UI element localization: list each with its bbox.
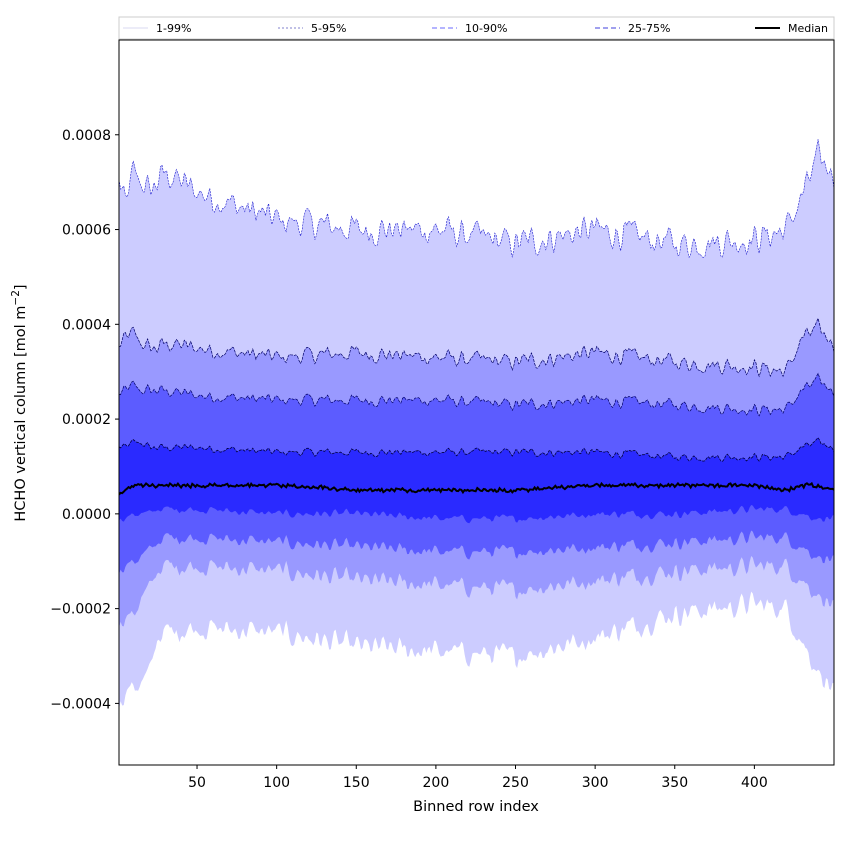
y-axis: −0.0004 −0.0002 0.0000 0.0002 0.0004 0.0006 0.… (50, 128, 119, 712)
x-tick-label: 300 (582, 775, 609, 791)
x-tick-label: 150 (343, 775, 370, 791)
x-tick-label: 50 (188, 775, 206, 791)
y-axis-title-sup: −2 (10, 290, 22, 305)
y-axis-title-close: ] (13, 284, 29, 290)
y-tick-label: 0.0008 (62, 128, 111, 144)
y-tick-label: 0.0004 (62, 317, 111, 333)
legend-label: Median (788, 22, 828, 35)
y-tick-label: −0.0004 (50, 696, 111, 712)
y-axis-title-main: HCHO vertical column [mol m (13, 306, 29, 522)
y-tick-label: 0.0006 (62, 223, 111, 239)
plot-frame (118, 39, 835, 766)
x-tick-label: 350 (661, 775, 688, 791)
band-inner (119, 437, 834, 524)
band-inner-upper-edge (119, 436, 834, 462)
x-tick-label: 100 (263, 775, 290, 791)
legend-label: 10-90% (465, 22, 507, 35)
band-outer-upper-edge (119, 139, 834, 259)
y-tick-label: 0.0000 (62, 507, 111, 523)
x-axis-title: Binned row index (413, 799, 539, 815)
y-tick-label: −0.0002 (50, 602, 111, 618)
legend-label: 5-95% (311, 22, 346, 35)
x-tick-label: 250 (502, 775, 529, 791)
y-axis-title: HCHO vertical column [mol m−2] (10, 284, 29, 521)
legend-label: 25-75% (628, 22, 670, 35)
legend-box (118, 16, 835, 40)
band-third-upper-edge (119, 372, 834, 417)
x-tick-label: 400 (741, 775, 768, 791)
legend-label: 1-99% (156, 22, 191, 35)
x-tick-label: 200 (423, 775, 450, 791)
plot-area (119, 139, 834, 710)
x-axis: 50 100 150 200 250 300 350 400 (188, 765, 768, 791)
legend: 1-99% 5-95% 10-90% 25-75% Median (118, 16, 835, 40)
y-tick-label: 0.0002 (62, 412, 111, 428)
band-second-upper-edge (119, 317, 834, 378)
median-line (119, 481, 834, 496)
